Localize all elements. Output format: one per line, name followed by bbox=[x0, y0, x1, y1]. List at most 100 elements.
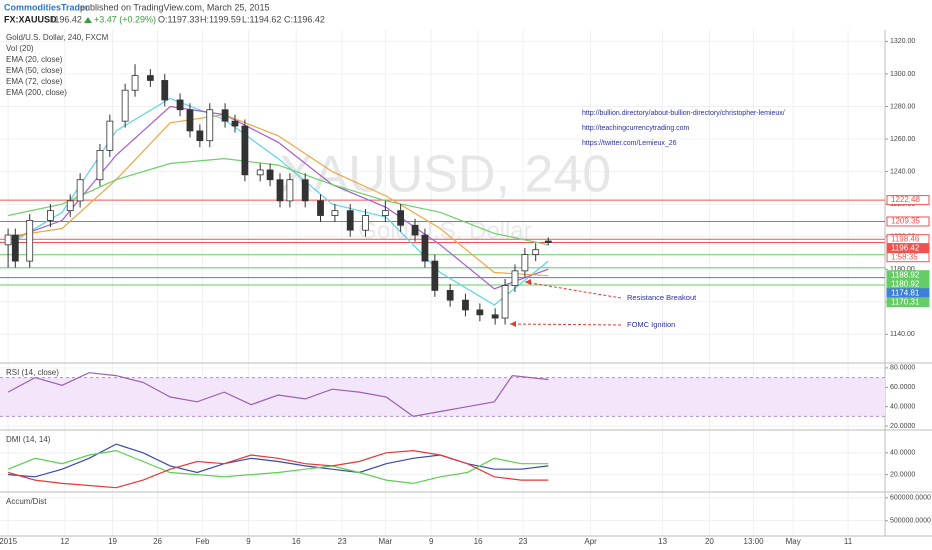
candle-body bbox=[241, 125, 249, 176]
x-tick-label: 23 bbox=[519, 537, 528, 546]
candle-body bbox=[381, 210, 389, 216]
candle-body bbox=[196, 130, 204, 142]
y-tick-label: 1280.00 bbox=[890, 103, 915, 110]
candle-body bbox=[317, 200, 324, 216]
candle-body bbox=[476, 309, 484, 316]
price-tag-label: 1198.46 bbox=[891, 234, 920, 243]
candle-body bbox=[106, 120, 114, 151]
candle-body bbox=[397, 210, 405, 226]
y-tick-label: 80.0000 bbox=[890, 365, 915, 372]
candle-body bbox=[362, 215, 369, 231]
rsi-band bbox=[0, 377, 885, 417]
y-tick-label: 40.0000 bbox=[890, 450, 915, 457]
panel-title: Accum/Dist bbox=[6, 497, 47, 506]
annotation: FOMC Ignition bbox=[627, 320, 675, 329]
y-tick-label: 1140.00 bbox=[890, 331, 915, 338]
candle-body bbox=[47, 210, 54, 221]
author[interactable]: CommoditiesTrader bbox=[4, 2, 89, 12]
price-tag bbox=[886, 297, 930, 308]
high: H:1199.59 bbox=[200, 14, 241, 24]
candle-body bbox=[66, 200, 74, 212]
candle-body bbox=[161, 80, 169, 101]
candle-body bbox=[411, 224, 419, 236]
candle-body bbox=[121, 89, 129, 122]
y-tick-label: 1260.00 bbox=[890, 136, 915, 143]
series-line bbox=[7, 157, 549, 246]
y-tick-label: 60.0000 bbox=[890, 384, 915, 391]
candle-body bbox=[331, 210, 339, 216]
legend-entry: Vol (20) bbox=[6, 44, 34, 53]
x-tick-label: 16 bbox=[474, 537, 483, 546]
price-tag-label: 1209.35 bbox=[891, 217, 920, 226]
candle-body bbox=[4, 234, 12, 246]
low: L:1194.62 bbox=[242, 14, 281, 24]
candle-body bbox=[131, 75, 139, 91]
candle-body bbox=[176, 99, 184, 111]
y-tick-label: 20.0000 bbox=[890, 423, 915, 430]
candle-body bbox=[511, 270, 519, 286]
up-arrow bbox=[84, 17, 92, 23]
x-tick-label: 12 bbox=[60, 537, 69, 546]
candle-body bbox=[221, 109, 229, 122]
candle-body bbox=[544, 240, 552, 243]
timer-label: 1:58:35 bbox=[891, 252, 918, 261]
y-tick-label: 600000.0000 bbox=[890, 495, 931, 502]
candle-body bbox=[11, 234, 19, 262]
x-tick-label: Apr bbox=[584, 537, 597, 546]
x-tick-label: 13 bbox=[658, 537, 667, 546]
candle-body bbox=[346, 210, 354, 231]
x-tick-label: 9 bbox=[246, 537, 251, 546]
open: O:1197.33 bbox=[158, 14, 199, 24]
candle-body bbox=[26, 220, 34, 262]
series-line bbox=[7, 449, 549, 485]
arrow-head bbox=[510, 321, 516, 327]
series-line bbox=[8, 113, 549, 277]
link[interactable]: http://teachingcurrencytrading.com bbox=[582, 125, 690, 132]
y-tick-label: 40.0000 bbox=[890, 404, 915, 411]
link[interactable]: http://bullion.directory/about-bullion-d… bbox=[582, 110, 785, 117]
timer-tag bbox=[886, 252, 930, 263]
y-tick-label: 1320.00 bbox=[890, 38, 915, 45]
y-tick-label: 1300.00 bbox=[890, 71, 915, 78]
candle-body bbox=[532, 249, 540, 255]
x-tick-label: 9 bbox=[429, 537, 434, 546]
x-tick-label: Mar bbox=[378, 537, 392, 546]
candle-body bbox=[96, 150, 104, 181]
x-tick-label: Feb bbox=[196, 537, 210, 546]
annotation-arrow bbox=[509, 323, 622, 326]
y-tick-label: 20.0000 bbox=[890, 471, 915, 478]
x-tick-label: 19 bbox=[108, 537, 117, 546]
legend-entry: EMA (200, close) bbox=[6, 88, 67, 97]
candle-body bbox=[431, 260, 439, 291]
price-tag bbox=[886, 216, 930, 227]
y-tick-label: 500000.0000 bbox=[890, 518, 931, 525]
legend-entry: EMA (20, close) bbox=[6, 55, 63, 64]
legend-entry: Gold/U.S. Dollar, 240, FXCM bbox=[6, 33, 109, 42]
legend-entry: EMA (72, close) bbox=[6, 77, 63, 86]
published: published on TradingView.com, March 25, … bbox=[80, 2, 269, 12]
y-tick-label: 1180.00 bbox=[890, 266, 915, 273]
candle-body bbox=[266, 169, 274, 181]
legend-entry: EMA (50, close) bbox=[6, 66, 63, 75]
price-tag-label: 1196.42 bbox=[891, 243, 920, 252]
candle-body bbox=[462, 299, 469, 311]
symbol: FX:XAUUSD bbox=[4, 14, 57, 24]
x-tick-label: 20 bbox=[705, 537, 714, 546]
y-tick-label: 1240.00 bbox=[890, 168, 915, 175]
link[interactable]: https://twitter.com/Lemieux_26 bbox=[582, 140, 677, 147]
price-tag-label: 1170.31 bbox=[891, 297, 920, 306]
candle-body bbox=[146, 75, 154, 81]
candle-body bbox=[76, 179, 84, 202]
candle-body bbox=[231, 120, 239, 127]
panel-title: RSI (14, close) bbox=[6, 368, 59, 377]
x-tick-label: 26 bbox=[153, 537, 162, 546]
price-tag-label: 1174.81 bbox=[891, 288, 920, 297]
series-line bbox=[7, 449, 549, 489]
candle-body bbox=[256, 169, 264, 176]
panel-title: DMI (14, 14) bbox=[6, 435, 51, 444]
candle-body bbox=[521, 254, 529, 272]
x-tick-label: 2015 bbox=[0, 537, 18, 546]
x-tick-label: 16 bbox=[292, 537, 301, 546]
